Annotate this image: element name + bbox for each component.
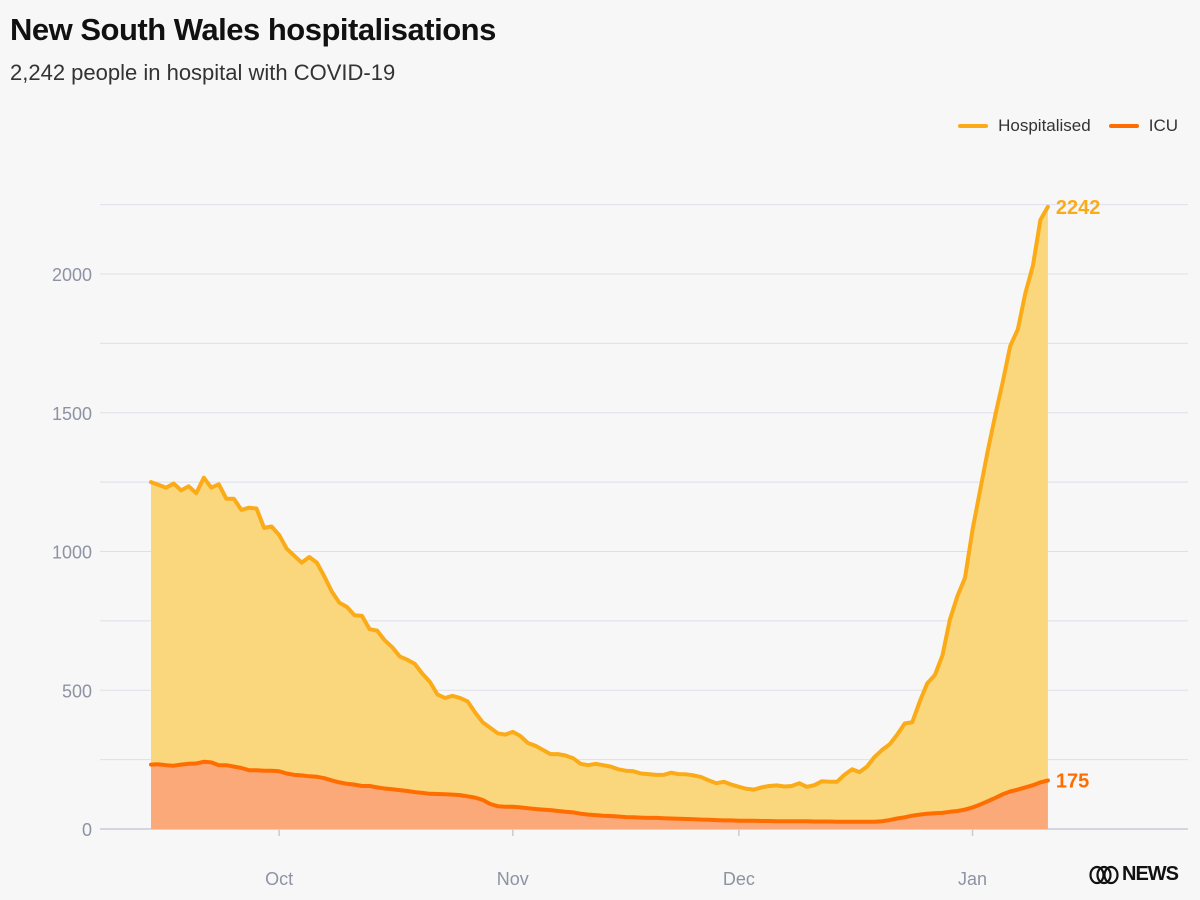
chart-legend: Hospitalised ICU (958, 116, 1178, 136)
chart-title: New South Wales hospitalisations (10, 12, 496, 47)
line-hospitalised (149, 204, 1050, 792)
legend-label-icu: ICU (1148, 116, 1178, 135)
abc-news-logo: NEWS (1089, 863, 1179, 886)
legend-label-hospitalised: Hospitalised (998, 116, 1091, 135)
area-hospitalised (151, 206, 1048, 830)
x-axis-ticks: Oct Nov Dec Jan (265, 829, 987, 889)
x-tick-label: Oct (265, 869, 293, 889)
end-label-icu: 175 (1056, 770, 1089, 792)
x-tick-label: Dec (723, 869, 755, 889)
y-tick-label: 1500 (52, 404, 92, 424)
chart-subtitle: 2,242 people in hospital with COVID-19 (10, 60, 396, 85)
legend-item-hospitalised[interactable]: Hospitalised (958, 116, 1091, 136)
legend-swatch-icu (1108, 124, 1139, 128)
area-icu (151, 761, 1048, 829)
abc-logo-icon (1089, 865, 1119, 884)
series-areas (151, 206, 1048, 830)
logo-text: NEWS (1122, 863, 1179, 885)
y-tick-label: 2000 (52, 265, 92, 285)
end-labels: 2242 175 (1056, 197, 1101, 793)
line-icu (149, 759, 1050, 824)
x-tick-label: Nov (497, 869, 529, 889)
legend-swatch-hospitalised (958, 124, 989, 128)
y-tick-label: 0 (82, 820, 92, 840)
legend-item-icu[interactable]: ICU (1108, 116, 1178, 136)
y-axis-ticks: 0 500 1000 1500 2000 (52, 265, 92, 840)
end-label-hospitalised: 2242 (1056, 197, 1101, 219)
y-tick-label: 1000 (52, 543, 92, 563)
x-tick-label: Jan (958, 869, 987, 889)
y-tick-label: 500 (62, 681, 92, 701)
series-lines (149, 204, 1050, 824)
